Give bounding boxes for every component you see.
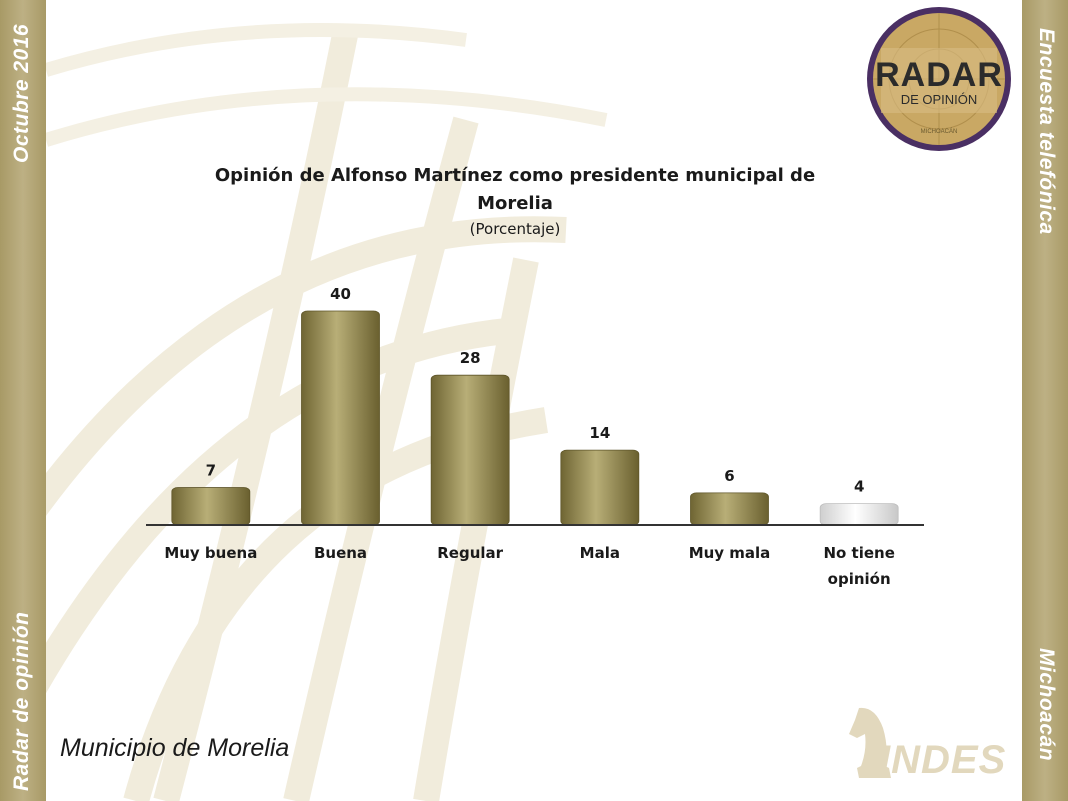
data-label-4: 6 <box>724 467 734 485</box>
bar-3 <box>560 449 640 526</box>
logo-subtitle: DE OPINIÓN <box>900 92 978 107</box>
radar-logo: RADAR DE OPINIÓN MICHOACÁN <box>866 6 1012 152</box>
left-band <box>0 0 46 801</box>
chart-subtitle: (Porcentaje) <box>469 220 561 238</box>
footer-title: Municipio de Morelia <box>60 734 290 762</box>
data-label-1: 40 <box>330 285 351 303</box>
side-survey-label: Encuesta telefónica <box>1035 28 1058 235</box>
indes-logo: INDES <box>845 698 1005 783</box>
category-label-5-0: No tiene <box>823 544 894 562</box>
category-label-0-0: Muy buena <box>164 544 257 562</box>
bar-5 <box>819 503 899 526</box>
bar-2 <box>430 374 510 526</box>
side-region-label: Michoacán <box>1035 648 1058 762</box>
data-label-2: 28 <box>460 349 481 367</box>
bar-1 <box>301 310 380 526</box>
knight-icon <box>849 707 891 778</box>
category-label-1-0: Buena <box>314 544 367 562</box>
category-label-3-0: Mala <box>580 544 620 562</box>
chart-title-line-2: Morelia <box>477 193 553 214</box>
category-label-5-1: opinión <box>828 570 891 588</box>
data-label-5: 4 <box>854 478 864 496</box>
category-label-4-0: Muy mala <box>689 544 771 562</box>
bar-0 <box>171 487 251 526</box>
logo-seal-icon <box>867 7 1011 151</box>
indes-brand: INDES <box>879 738 1007 782</box>
logo-region: MICHOACÁN <box>920 129 958 135</box>
chart-title-line-1: Opinión de Alfonso Martínez como preside… <box>214 165 816 186</box>
data-label-0: 7 <box>206 462 216 480</box>
data-label-3: 14 <box>589 424 610 442</box>
category-label-2-0: Regular <box>437 544 503 562</box>
bar-4 <box>690 492 769 526</box>
chart-title: Opinión de Alfonso Martínez como preside… <box>200 162 830 218</box>
logo-title: RADAR <box>875 56 1003 94</box>
right-band <box>1022 0 1068 801</box>
